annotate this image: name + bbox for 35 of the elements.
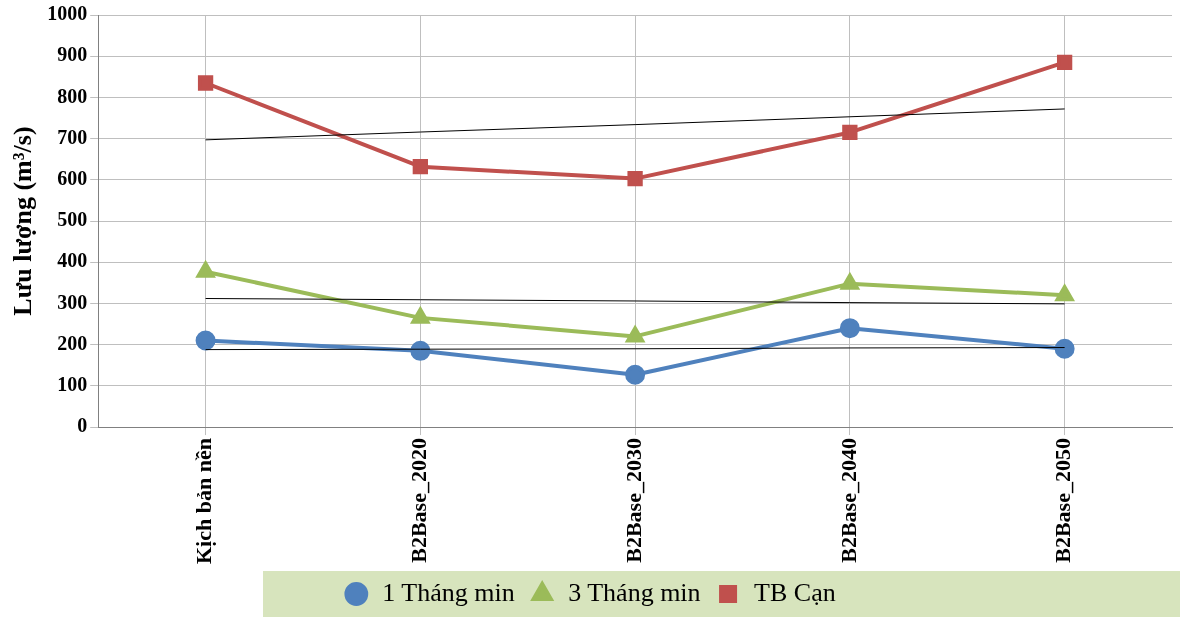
y-tick-label: 300 xyxy=(57,290,88,313)
point xyxy=(411,307,430,324)
y-tick-label: 800 xyxy=(57,84,88,107)
y-tick-label: 200 xyxy=(57,331,88,354)
legend-label: 1 Tháng min xyxy=(382,577,515,607)
x-tick-label: B2Base_2040 xyxy=(835,438,861,563)
point xyxy=(626,326,645,343)
point xyxy=(412,158,428,175)
x-tick-label: Kịch bản nền xyxy=(191,438,217,565)
point xyxy=(1055,285,1074,302)
y-tick-label: 0 xyxy=(77,414,88,437)
x-tick-label: B2Base_2030 xyxy=(620,438,646,563)
point xyxy=(195,330,216,351)
legend-label: TB Cạn xyxy=(754,577,836,607)
y-tick-label: 700 xyxy=(57,125,88,148)
point xyxy=(627,170,643,187)
y-tick-label: 900 xyxy=(57,43,88,66)
y-tick-label: 500 xyxy=(57,208,88,231)
point xyxy=(839,318,860,339)
point xyxy=(840,273,859,290)
x-tick-label: B2Base_2050 xyxy=(1050,438,1076,563)
point xyxy=(1056,54,1073,71)
y-axis-title: Lưu lượng (m³/s) xyxy=(8,126,38,316)
y-tick-label: 1000 xyxy=(47,2,88,25)
point xyxy=(196,261,215,278)
point xyxy=(1054,338,1075,359)
point xyxy=(842,124,858,141)
y-tick-label: 100 xyxy=(57,373,88,396)
point xyxy=(197,75,214,91)
point xyxy=(625,364,646,385)
x-tick-label: B2Base_2020 xyxy=(406,438,432,563)
point xyxy=(410,340,431,361)
legend-label: 3 Tháng min xyxy=(568,577,701,607)
y-tick-label: 600 xyxy=(57,167,88,189)
y-tick-label: 400 xyxy=(57,249,88,272)
